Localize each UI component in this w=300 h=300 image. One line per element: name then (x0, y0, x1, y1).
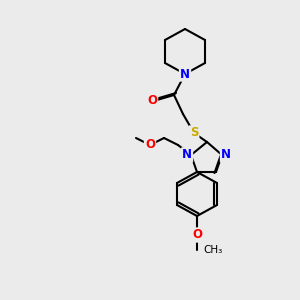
Text: N: N (182, 148, 192, 161)
Text: O: O (147, 94, 157, 106)
Text: S: S (190, 127, 198, 140)
Text: N: N (180, 68, 190, 80)
Text: CH₃: CH₃ (203, 245, 222, 255)
Text: O: O (192, 229, 202, 242)
Text: O: O (145, 139, 155, 152)
Text: N: N (221, 148, 231, 161)
